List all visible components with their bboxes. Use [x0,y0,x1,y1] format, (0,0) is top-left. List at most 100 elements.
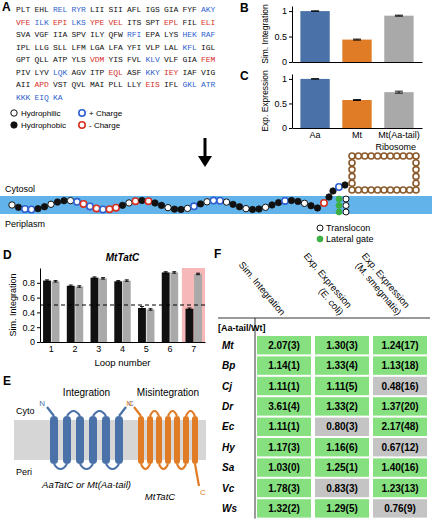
residue-triplet: ITP [90,68,105,77]
residue-triplet: PIV [16,68,31,77]
tick: 3 [96,342,101,354]
residue-triplet: VLF [164,55,179,64]
residue-triplet: IAF [183,68,198,77]
residue-bead [256,206,262,212]
residue-bead [217,198,223,204]
error-bar [395,91,403,93]
helix [156,416,162,464]
residue-triplet: FIL [183,18,198,27]
residue-triplet: REL [53,5,68,14]
residue-bead [178,206,184,212]
residue-triplet: FVL [127,55,142,64]
plot-area [40,268,205,342]
error-line [196,274,200,275]
residue-triplet: VFE [16,18,31,27]
residue-triplet: VST [53,80,68,89]
cell-value: 0.80(3) [326,421,358,432]
error-line [353,40,361,41]
residue-triplet: LFA [109,43,124,52]
residue-bead [204,199,210,205]
ribosome-bead [394,187,400,193]
table-cell [257,458,311,476]
tick-mark [37,342,40,343]
error-line [77,285,81,286]
residue-triplet: AKY [201,5,216,14]
error-bar [353,99,361,101]
error-line [353,100,361,101]
table-cell [257,438,311,456]
protein-topology: NC [39,399,134,469]
tick-label: 0 [282,57,287,67]
residue-triplet: ATR [201,80,216,89]
residue-triplet: ILY [90,30,105,39]
tick: 0.5 [274,32,292,42]
cell-value: 1.33(4) [326,360,358,371]
tick: 0 [282,57,292,67]
column-header: Exp. Expression(E. coli) [293,251,354,318]
legend-marker [317,225,323,231]
cell-value: 1.78(3) [268,483,300,494]
residue-triplet: RFI [127,30,141,39]
residue-triplet: LYV [35,68,50,77]
residue-triplet: LGA [90,43,105,52]
ribosome-bead [400,187,406,193]
helix [174,416,180,464]
residue-bead [223,199,229,205]
residue-bead [269,202,275,208]
ribosome-bead [407,153,413,159]
panel-letter: B [240,1,249,15]
ribosome-bead [362,153,368,159]
ribosome-bead [400,153,406,159]
table-cell [315,499,369,517]
protein-label: MtTatC [145,491,175,502]
error-line [395,16,403,17]
cell-value: 1.11(5) [326,381,357,392]
cell-value: 1.14(1) [268,360,300,371]
tick: 1 [282,74,292,84]
residue-bead [61,198,67,204]
legend-marker [79,110,85,116]
tick: 0 [282,123,292,133]
residue-bead [100,206,106,212]
bar [123,281,131,342]
error-line [77,287,81,288]
x-axis: AaMtMt(Aa-tail) [293,128,423,140]
loop [159,464,168,469]
residue-bead [282,198,288,204]
residue-triplet: RAF [201,30,216,39]
error-line [45,279,49,280]
tick-label: 1 [49,344,54,354]
bar [186,309,194,342]
residue-bead [197,201,203,207]
error-line [353,39,361,40]
error-line [93,276,97,277]
table-cell [315,458,369,476]
panel-letter: A [2,0,11,14]
tick-label: 0 [30,337,35,347]
ribosome-bead [349,187,355,193]
row-label: Ws [222,503,237,514]
tick-label: 0.6 [22,293,35,303]
tick: 1 [49,342,54,354]
row-label: Vc [222,483,235,494]
error-line [101,277,105,278]
terminus [134,407,141,416]
residue-triplet: EHL [35,5,50,14]
axis-line [41,342,206,343]
residue-triplet: PLL [109,80,124,89]
residue-triplet: KKY [146,68,161,77]
tick: 0.4 [22,308,40,318]
figure: ABCDEFPLTEHLRELRYRLIISIIAFLIGSGIAFYFAKYV… [0,0,432,523]
row-label: Mt [222,340,234,351]
residue-triplet: SPT [146,18,161,27]
bar [147,309,155,342]
residue-triplet: ILK [35,18,50,27]
protein-label: AaTatC or Mt(Aa-tail) [41,479,131,490]
residue-triplet: GIA [164,5,179,14]
tick-label: 1 [282,74,287,84]
helix [115,416,123,464]
legend-label: Hydrophilic [21,109,61,118]
residue-triplet: KKK [16,93,31,102]
row-label: Cj [222,381,232,392]
residue-triplet: EIS [146,80,161,89]
